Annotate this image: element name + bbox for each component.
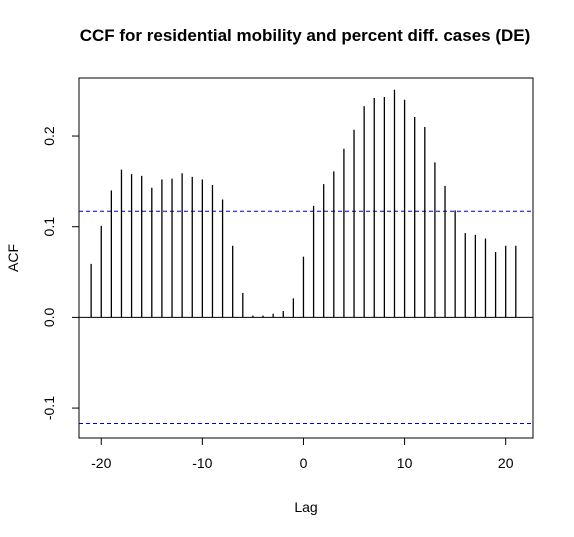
y-tick-label: 0.0 xyxy=(41,307,57,327)
x-tick-label: 20 xyxy=(498,455,514,471)
x-tick-label: 0 xyxy=(300,455,308,471)
y-tick-label: 0.2 xyxy=(41,126,57,146)
y-tick-label: 0.1 xyxy=(41,217,57,237)
x-tick-label: 10 xyxy=(397,455,413,471)
plot-frame xyxy=(78,77,534,439)
x-tick-label: -10 xyxy=(192,455,212,471)
x-axis-label: Lag xyxy=(294,499,317,515)
y-axis-label: ACF xyxy=(5,244,21,272)
x-tick-label: -20 xyxy=(91,455,111,471)
y-tick-label: -0.1 xyxy=(41,396,57,420)
chart-title: CCF for residential mobility and percent… xyxy=(80,26,531,45)
